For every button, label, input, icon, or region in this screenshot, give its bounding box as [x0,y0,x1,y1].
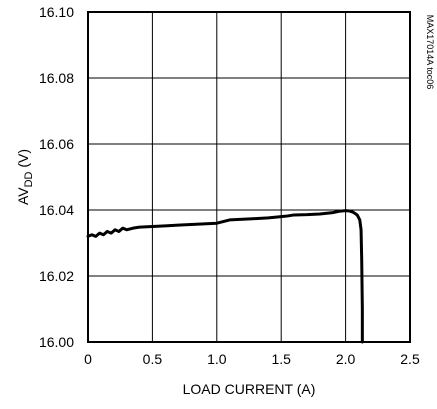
x-tick-label: 1.5 [271,351,291,367]
y-axis-title-suffix: (V) [15,149,31,172]
x-tick-label: 0.5 [143,351,163,367]
x-tick-labels: 0 0.5 1.0 1.5 2.0 2.5 [84,351,420,367]
x-tick-label: 1.0 [207,351,227,367]
y-tick-label: 16.08 [39,70,74,86]
series-line [86,209,364,344]
y-tick-labels: 16.10 16.08 16.06 16.04 16.02 16.00 [39,4,74,350]
x-axis-title: LOAD CURRENT (A) [183,381,316,397]
y-axis-title-prefix: AV [15,187,31,205]
y-tick-label: 16.10 [39,4,74,20]
y-tick-label: 16.06 [39,136,74,152]
plot-area-frame [87,11,411,343]
y-axis-title-subscript: DD [23,171,35,187]
x-tick-label: 0 [84,351,92,367]
series-layer [86,209,364,344]
y-tick-label: 16.00 [39,334,74,350]
grid-lines [88,12,410,342]
x-tick-label: 2.5 [400,351,420,367]
figure-id-label: MAX17014A toc06 [425,15,435,90]
y-axis-title: AVDD (V) [15,149,35,205]
x-tick-label: 2.0 [336,351,356,367]
y-tick-label: 16.04 [39,202,74,218]
y-tick-label: 16.02 [39,268,74,284]
